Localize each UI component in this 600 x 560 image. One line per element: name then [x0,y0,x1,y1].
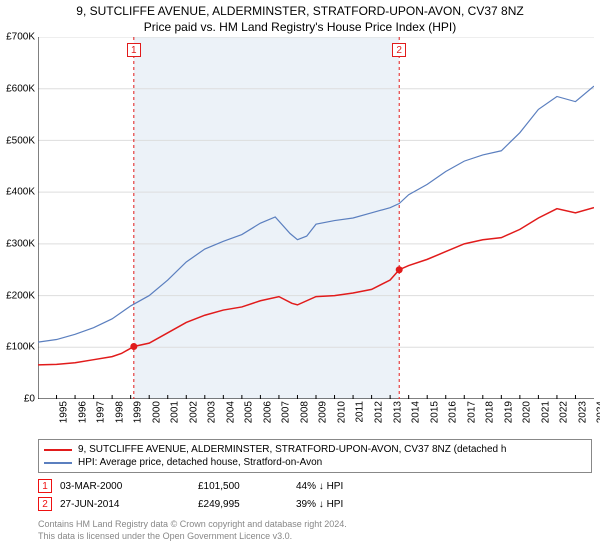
x-tick-label: 2023 [577,401,588,423]
x-tick-label: 2009 [318,401,329,423]
y-tick-label: £100K [6,342,38,353]
sale-price-2: £249,995 [198,499,288,510]
y-tick-label: £500K [6,135,38,146]
x-tick-label: 1998 [114,401,125,423]
x-tick-label: 2015 [429,401,440,423]
x-axis-labels: 1995 1996 1997 1998 1999 2000 2001 2002 2003 2004… [38,399,594,435]
sale-date-1: 03-MAR-2000 [60,481,190,492]
sale-table: 1 03-MAR-2000 £101,500 44% ↓ HPI 2 27-JU… [38,477,592,513]
x-tick-label: 2010 [336,401,347,423]
title-line-2: Price paid vs. HM Land Registry's House … [0,20,600,36]
x-tick-label: 2000 [151,401,162,423]
x-tick-label: 2006 [262,401,273,423]
x-tick-label: 2017 [466,401,477,423]
footer-line-1: Contains HM Land Registry data © Crown c… [38,519,592,531]
x-tick-label: 2016 [447,401,458,423]
legend-swatch-property [44,449,72,451]
title-block: 9, SUTCLIFFE AVENUE, ALDERMINSTER, STRAT… [0,0,600,37]
x-tick-label: 2005 [244,401,255,423]
x-tick-label: 2011 [354,401,365,423]
x-tick-label: 2002 [188,401,199,423]
x-tick-label: 2024 [596,401,600,423]
y-tick-label: £700K [6,32,38,43]
x-tick-label: 2012 [373,401,384,423]
plot-svg [38,37,594,399]
x-tick-label: 2019 [503,401,514,423]
chart-sale-marker: 1 [127,43,141,57]
y-tick-label: £0 [24,394,38,405]
x-tick-label: 2001 [169,401,180,423]
footer: Contains HM Land Registry data © Crown c… [38,519,592,542]
chart-area: £0£100K£200K£300K£400K£500K£600K£700K 12 [38,37,594,399]
legend-swatch-hpi [44,462,72,464]
legend-label-property: 9, SUTCLIFFE AVENUE, ALDERMINSTER, STRAT… [78,444,506,455]
y-tick-label: £600K [6,83,38,94]
legend-row-hpi: HPI: Average price, detached house, Stra… [44,456,586,469]
x-tick-label: 2008 [299,401,310,423]
y-tick-label: £400K [6,187,38,198]
y-tick-label: £300K [6,239,38,250]
x-tick-label: 2007 [281,401,292,423]
sale-pct-1: 44% ↓ HPI [296,481,386,492]
sale-row-2: 2 27-JUN-2014 £249,995 39% ↓ HPI [38,495,592,513]
sale-marker-1: 1 [38,479,52,493]
x-tick-label: 1999 [132,401,143,423]
x-tick-label: 1997 [95,401,106,423]
x-tick-label: 2003 [207,401,218,423]
footer-line-2: This data is licensed under the Open Gov… [38,531,592,543]
sale-pct-2: 39% ↓ HPI [296,499,386,510]
legend: 9, SUTCLIFFE AVENUE, ALDERMINSTER, STRAT… [38,439,592,473]
x-tick-label: 2004 [225,401,236,423]
legend-label-hpi: HPI: Average price, detached house, Stra… [78,457,322,468]
sale-price-1: £101,500 [198,481,288,492]
sale-row-1: 1 03-MAR-2000 £101,500 44% ↓ HPI [38,477,592,495]
chart-container: 9, SUTCLIFFE AVENUE, ALDERMINSTER, STRAT… [0,0,600,560]
sale-date-2: 27-JUN-2014 [60,499,190,510]
x-tick-label: 2018 [485,401,496,423]
x-tick-label: 2013 [392,401,403,423]
y-tick-label: £200K [6,290,38,301]
title-line-1: 9, SUTCLIFFE AVENUE, ALDERMINSTER, STRAT… [0,4,600,20]
x-tick-label: 2021 [540,401,551,423]
legend-row-property: 9, SUTCLIFFE AVENUE, ALDERMINSTER, STRAT… [44,443,586,456]
sale-marker-2: 2 [38,497,52,511]
x-tick-label: 2014 [410,401,421,423]
x-tick-label: 2022 [559,401,570,423]
x-tick-label: 1995 [58,401,69,423]
x-tick-label: 2020 [522,401,533,423]
chart-sale-marker: 2 [392,43,406,57]
x-tick-label: 1996 [77,401,88,423]
